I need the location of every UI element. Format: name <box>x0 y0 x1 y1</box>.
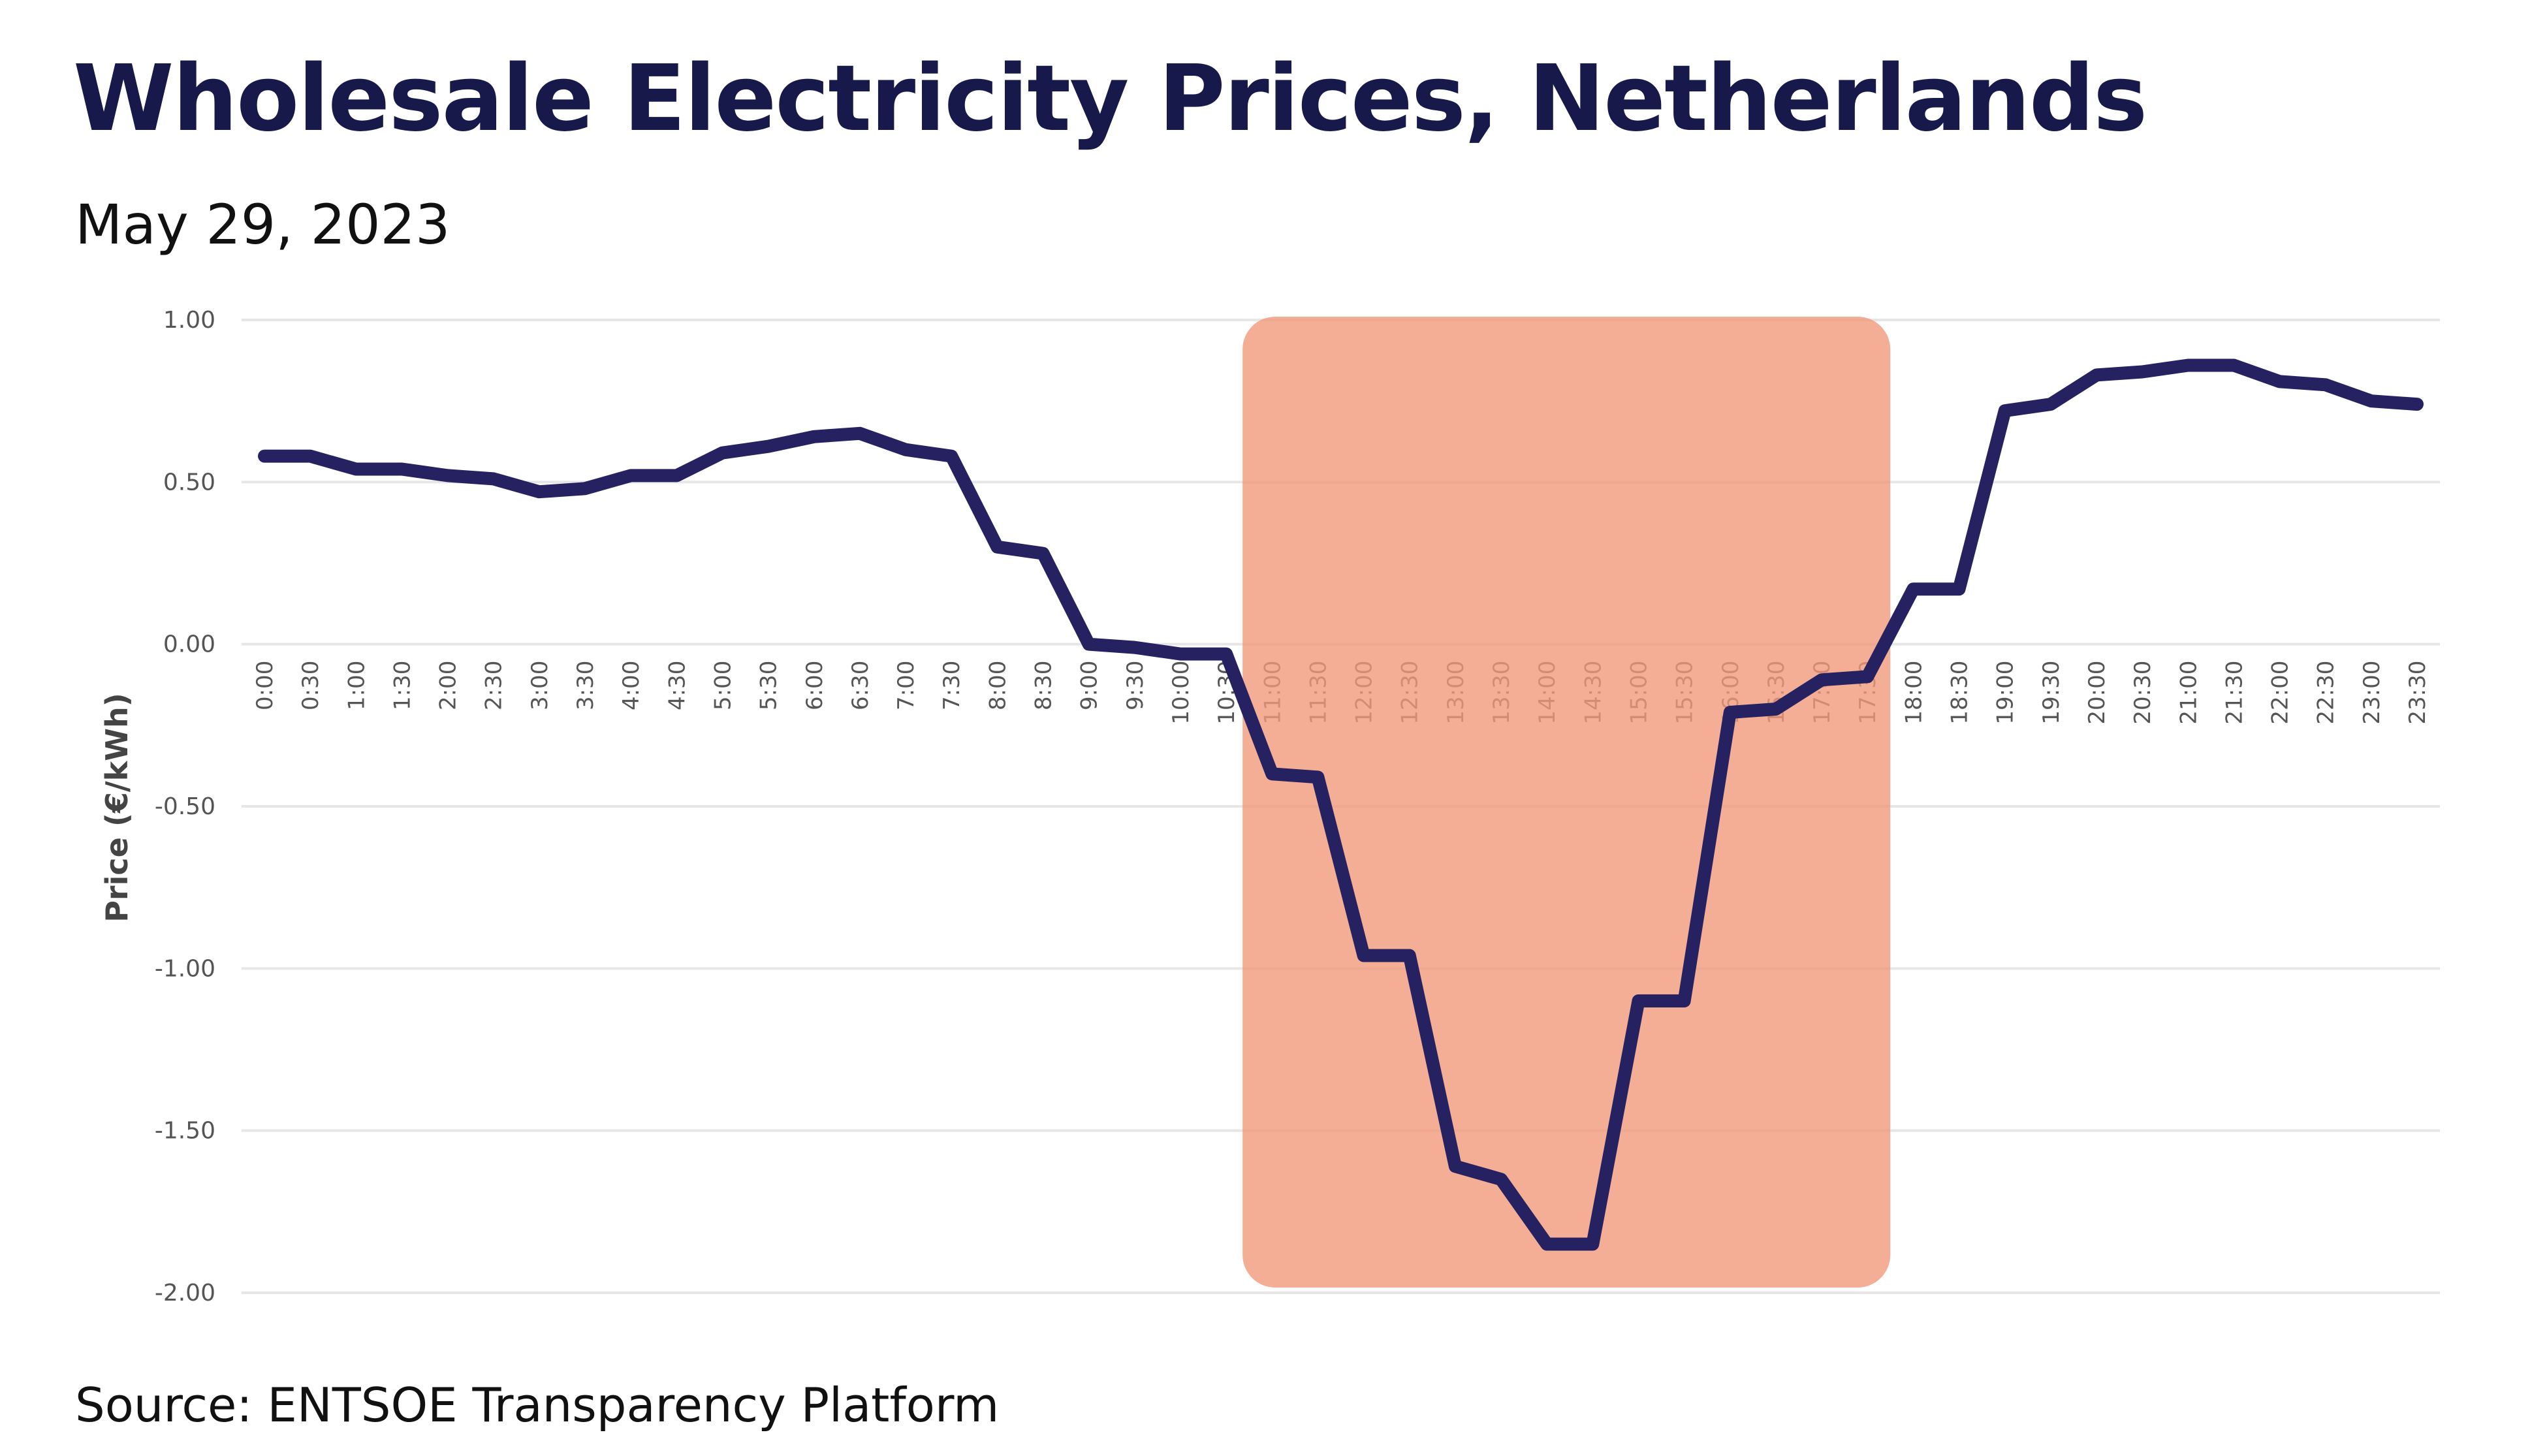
data-point <box>1409 955 1410 956</box>
x-tick-label: 19:30 <box>2038 661 2064 725</box>
x-tick-label: 3:30 <box>573 661 599 710</box>
price-line <box>258 358 2424 1251</box>
data-point <box>1867 676 1868 677</box>
x-tick-label: 8:00 <box>985 661 1011 710</box>
data-point <box>721 452 723 454</box>
x-tick-label: 7:30 <box>939 661 965 710</box>
x-tick-label: 20:00 <box>2084 661 2110 725</box>
y-tick-labels: 1.00 0.50 0.00 -0.50 -1.00 -1.50 -2.00 <box>155 307 215 1306</box>
x-tick-label: 18:30 <box>1947 661 1973 725</box>
data-point <box>676 475 677 476</box>
x-tick-label: 18:00 <box>1901 661 1927 725</box>
x-tick-label: 19:00 <box>1993 661 2019 725</box>
y-tick-label: -0.50 <box>155 793 215 820</box>
y-tick-label: -1.00 <box>155 955 215 982</box>
x-tick-label: 5:00 <box>710 661 736 710</box>
x-tick-label: 3:00 <box>527 661 553 710</box>
data-point <box>2279 381 2281 382</box>
y-tick-label: 0.00 <box>163 631 215 658</box>
data-point <box>1775 708 1777 710</box>
x-tick-label: 22:30 <box>2313 661 2339 725</box>
data-points <box>264 365 2418 1244</box>
x-tick-label: 1:30 <box>389 661 415 710</box>
y-tick-label: 0.50 <box>163 469 215 496</box>
chart-title: Wholesale Electricity Prices, Netherland… <box>73 46 2147 152</box>
data-point <box>2187 365 2189 366</box>
x-tick-label: 6:30 <box>847 661 874 710</box>
y-tick-label: 1.00 <box>163 307 215 334</box>
data-point <box>1363 955 1365 956</box>
x-tick-label: 4:30 <box>664 661 690 710</box>
x-tick-label: 6:00 <box>802 661 828 710</box>
x-tick-label: 9:00 <box>1077 661 1103 710</box>
data-point <box>447 475 449 476</box>
y-tick-label: -2.00 <box>155 1280 215 1306</box>
y-axis-label: Price (€/kWh) <box>99 693 134 923</box>
x-tick-label: 23:30 <box>2405 661 2431 725</box>
data-point <box>1134 647 1135 648</box>
x-tick-label: 20:30 <box>2130 661 2156 725</box>
x-tick-label: 2:30 <box>481 661 507 710</box>
x-tick-label: 8:30 <box>1031 661 1057 710</box>
data-point <box>996 546 998 548</box>
y-tick-label: -1.50 <box>155 1118 215 1145</box>
highlight-region <box>1242 317 1891 1288</box>
x-tick-label: 10:00 <box>1168 661 1194 725</box>
x-tick-label: 7:00 <box>893 661 919 710</box>
x-tick-label: 21:00 <box>2175 661 2202 725</box>
data-point <box>2416 404 2418 405</box>
chart-subtitle: May 29, 2023 <box>75 193 451 257</box>
x-tick-label: 4:00 <box>618 661 644 710</box>
data-point <box>859 433 861 434</box>
x-tick-label: 9:30 <box>1122 661 1148 710</box>
x-tick-label: 0:00 <box>252 661 278 710</box>
x-tick-label: 2:00 <box>435 661 462 710</box>
x-tick-label: 23:00 <box>2359 661 2385 725</box>
data-point <box>2050 404 2051 405</box>
x-tick-label: 5:30 <box>756 661 782 710</box>
x-tick-label: 1:00 <box>343 661 370 710</box>
data-point <box>1637 1000 1639 1002</box>
x-tick-label: 22:00 <box>2268 661 2294 725</box>
data-point <box>1500 1179 1502 1180</box>
data-point <box>584 488 586 489</box>
data-point <box>1684 1000 1685 1002</box>
source-note: Source: ENTSOE Transparency Platform <box>75 1378 1000 1432</box>
x-tick-label: 0:30 <box>298 661 324 710</box>
data-point <box>1912 588 1914 590</box>
x-tick-label: 21:30 <box>2221 661 2247 725</box>
